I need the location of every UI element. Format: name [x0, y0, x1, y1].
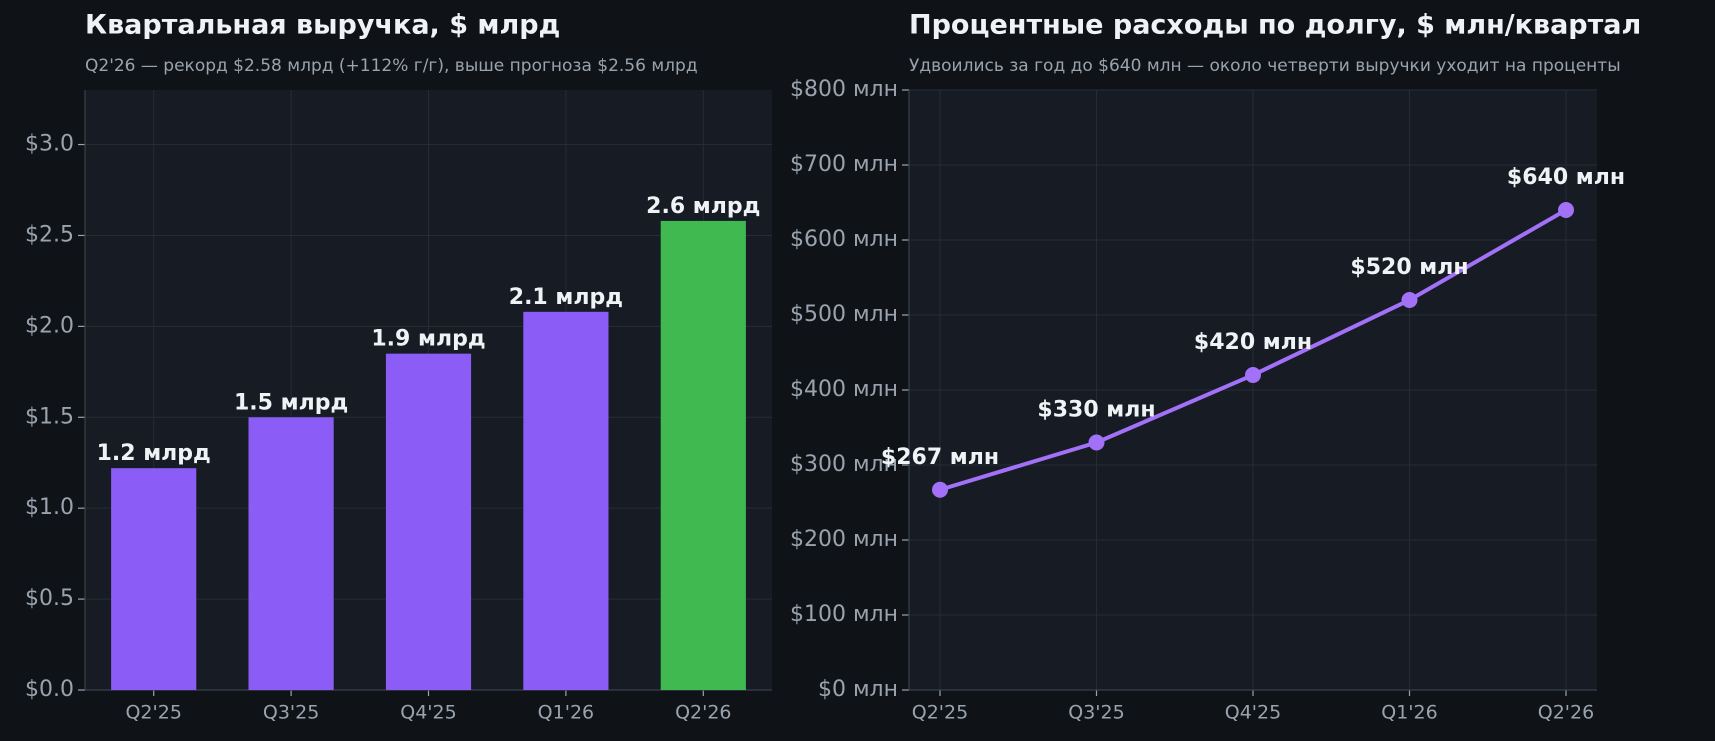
y-tick-label: $0.5: [25, 586, 74, 611]
chart-subtitle: Q2'26 — рекорд $2.58 млрд (+112% г/г), в…: [85, 56, 698, 76]
x-tick-label: Q4'25: [400, 702, 456, 724]
x-tick-label: Q2'26: [1538, 702, 1594, 724]
marker: [1088, 434, 1105, 451]
value-label: $267 млн: [881, 445, 999, 470]
y-tick-label: $400 млн: [790, 377, 898, 402]
value-label: 2.6 млрд: [646, 194, 760, 219]
y-tick-label: $1.5: [25, 404, 74, 429]
x-tick-label: Q2'25: [125, 702, 181, 724]
bar: [385, 353, 472, 690]
x-tick-label: Q1'26: [1381, 702, 1437, 724]
value-label: $640 млн: [1507, 165, 1625, 190]
y-tick-label: $300 млн: [790, 452, 898, 477]
bar: [248, 417, 334, 690]
marker: [1558, 202, 1574, 218]
y-tick-label: $700 млн: [790, 152, 898, 177]
chart-subtitle: Удвоились за год до $640 млн — около чет…: [909, 56, 1621, 76]
y-tick-label: $0 млн: [818, 677, 898, 702]
y-tick-label: $1.0: [25, 495, 74, 520]
bar: [111, 468, 197, 690]
y-tick-label: $500 млн: [790, 302, 898, 327]
value-label: 1.9 млрд: [371, 327, 485, 352]
y-tick-label: $0.0: [25, 677, 74, 702]
y-tick-label: $800 млн: [790, 77, 898, 102]
y-tick-label: $100 млн: [790, 602, 898, 627]
y-tick-label: $200 млн: [790, 527, 898, 552]
chart-title: Процентные расходы по долгу, $ млн/кварт…: [909, 10, 1641, 41]
x-tick-label: Q1'26: [538, 702, 594, 724]
y-tick-label: $2.0: [25, 313, 74, 338]
value-label: $520 млн: [1350, 255, 1468, 280]
marker: [1401, 292, 1418, 308]
marker: [932, 481, 948, 498]
x-tick-label: Q3'25: [263, 702, 319, 724]
y-tick-label: $600 млн: [790, 227, 898, 252]
y-tick-label: $3.0: [25, 132, 74, 157]
value-label: 1.2 млрд: [97, 441, 211, 466]
y-tick-label: $2.5: [25, 222, 74, 247]
marker: [1245, 367, 1261, 383]
x-tick-label: Q4'25: [1225, 702, 1281, 724]
value-label: $330 млн: [1037, 398, 1155, 423]
value-label: $420 млн: [1194, 330, 1312, 355]
x-tick-label: Q3'25: [1068, 702, 1124, 724]
bar: [660, 220, 746, 690]
bar: [523, 311, 609, 690]
x-tick-label: Q2'25: [912, 702, 968, 724]
value-label: 2.1 млрд: [509, 285, 623, 310]
x-tick-label: Q2'26: [675, 702, 731, 724]
value-label: 1.5 млрд: [234, 390, 348, 415]
chart-title: Квартальная выручка, $ млрд: [85, 10, 560, 41]
